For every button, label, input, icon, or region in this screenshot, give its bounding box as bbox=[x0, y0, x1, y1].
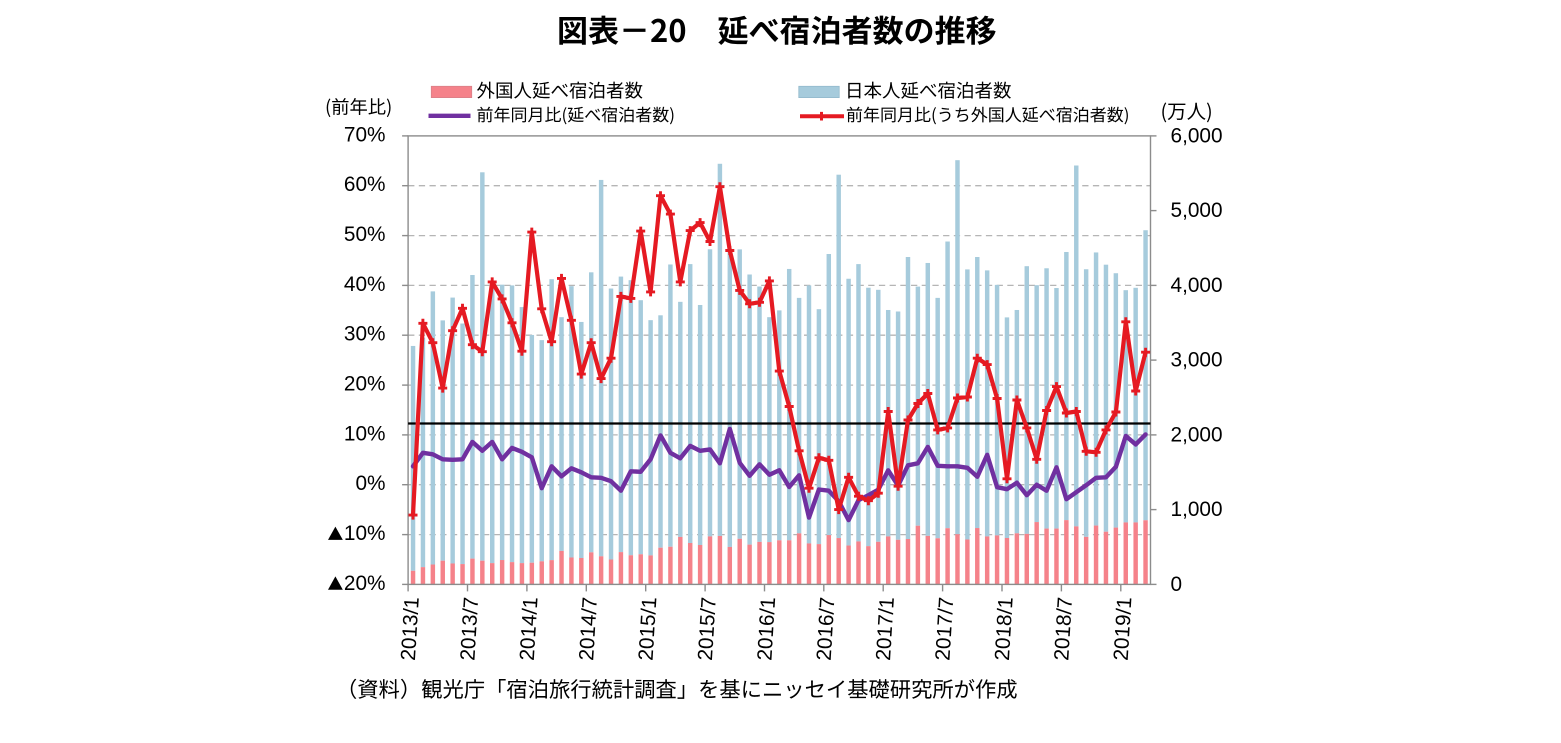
svg-text:1,000: 1,000 bbox=[1171, 498, 1223, 521]
svg-text:10%: 10% bbox=[344, 522, 386, 545]
svg-text:5,000: 5,000 bbox=[1171, 199, 1223, 222]
svg-text:30%: 30% bbox=[344, 323, 386, 346]
svg-text:3,000: 3,000 bbox=[1171, 349, 1223, 372]
svg-text:2017/1: 2017/1 bbox=[872, 596, 899, 661]
svg-text:2018/7: 2018/7 bbox=[1050, 596, 1077, 661]
svg-text:40%: 40% bbox=[344, 273, 386, 296]
svg-text:10%: 10% bbox=[344, 422, 386, 445]
svg-text:20%: 20% bbox=[344, 572, 386, 595]
svg-text:2,000: 2,000 bbox=[1171, 423, 1223, 446]
svg-text:4,000: 4,000 bbox=[1171, 274, 1223, 297]
svg-text:50%: 50% bbox=[344, 223, 386, 246]
svg-text:2016/1: 2016/1 bbox=[753, 596, 780, 661]
svg-text:2015/7: 2015/7 bbox=[694, 596, 721, 661]
svg-text:20%: 20% bbox=[344, 373, 386, 396]
svg-text:2016/7: 2016/7 bbox=[813, 596, 840, 661]
svg-text:6,000: 6,000 bbox=[1171, 124, 1223, 147]
svg-text:0%: 0% bbox=[355, 472, 385, 495]
svg-text:2014/1: 2014/1 bbox=[516, 596, 543, 661]
svg-text:0: 0 bbox=[1171, 573, 1183, 596]
svg-text:60%: 60% bbox=[344, 173, 386, 196]
svg-text:2015/1: 2015/1 bbox=[635, 596, 662, 661]
svg-text:2018/1: 2018/1 bbox=[991, 596, 1018, 661]
svg-text:2013/7: 2013/7 bbox=[456, 596, 483, 661]
svg-text:2019/1: 2019/1 bbox=[1110, 596, 1137, 661]
svg-text:70%: 70% bbox=[344, 123, 386, 146]
svg-text:2014/7: 2014/7 bbox=[575, 596, 602, 661]
svg-text:2017/7: 2017/7 bbox=[931, 596, 958, 661]
svg-text:2013/1: 2013/1 bbox=[397, 596, 424, 661]
